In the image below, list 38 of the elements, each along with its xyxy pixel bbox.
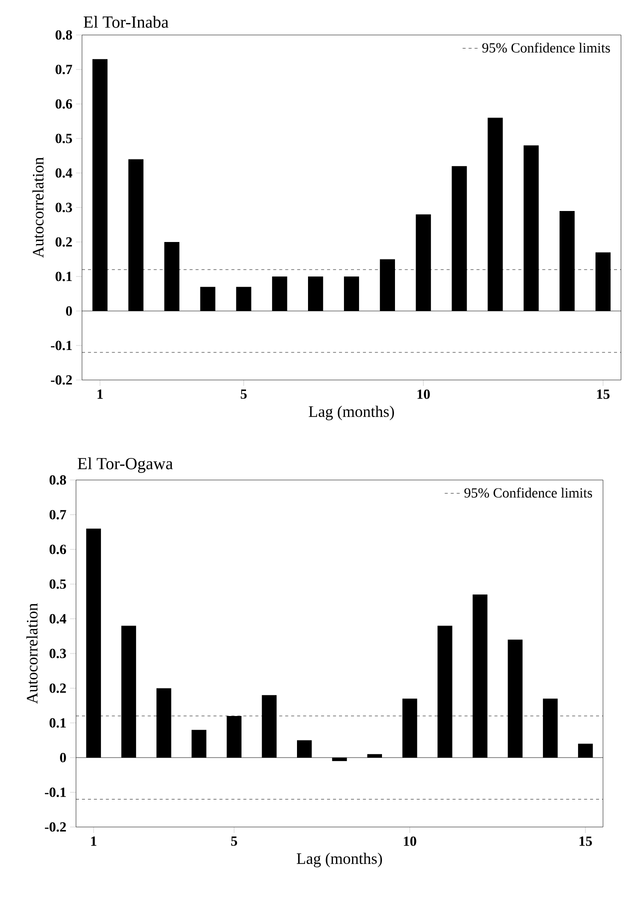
x-axis-title: Lag (months) xyxy=(308,406,394,420)
x-tick-label: 10 xyxy=(418,390,430,399)
x-tick-label: 10 xyxy=(404,836,416,846)
x-tick-label: 15 xyxy=(580,836,592,846)
y-tick-label: 0.3 xyxy=(56,202,72,212)
x-axis-title: Lag (months) xyxy=(296,852,382,868)
y-tick-label: 0.7 xyxy=(50,510,66,520)
y-tick-label: -0.1 xyxy=(50,340,72,350)
y-tick-label: -0.2 xyxy=(44,822,66,832)
x-tick-label: 1 xyxy=(98,390,103,399)
y-tick-label: 0.2 xyxy=(50,683,66,693)
chart-title: El Tor-Ogawa xyxy=(78,457,173,473)
y-tick-label: 0.5 xyxy=(56,134,72,144)
y-tick-label: 0.3 xyxy=(50,648,66,658)
y-tick-label: 0.4 xyxy=(56,168,72,178)
y-tick-label: -0.2 xyxy=(50,375,72,385)
y-tick-label: 0.2 xyxy=(56,237,72,247)
y-tick-label: 0.8 xyxy=(50,475,66,485)
x-tick-label: 15 xyxy=(597,390,610,399)
y-tick-label: 0.1 xyxy=(56,272,72,282)
y-axis-title: Autocorrelation xyxy=(26,603,38,704)
x-tick-label: 5 xyxy=(240,390,247,399)
x-tick-label: 1 xyxy=(91,836,96,846)
y-tick-label: 0.8 xyxy=(56,30,72,40)
x-tick-label: 5 xyxy=(231,836,238,846)
y-axis-title: Autocorrelation xyxy=(32,157,44,258)
y-tick-label: 0.6 xyxy=(56,99,72,109)
y-tick-label: 0.6 xyxy=(50,544,66,554)
y-tick-label: 0.1 xyxy=(50,718,66,728)
y-tick-label: 0.5 xyxy=(50,579,66,589)
chart-title: El Tor-Inaba xyxy=(84,16,168,28)
legend-label: 95% Confidence limits xyxy=(464,488,592,498)
y-tick-label: -0.1 xyxy=(44,788,66,798)
legend-label: 95% Confidence limits xyxy=(482,42,610,53)
y-tick-label: 0 xyxy=(66,306,72,316)
y-tick-label: 0 xyxy=(60,752,66,762)
y-tick-label: 0.4 xyxy=(50,614,66,624)
y-tick-label: 0.7 xyxy=(56,64,72,74)
